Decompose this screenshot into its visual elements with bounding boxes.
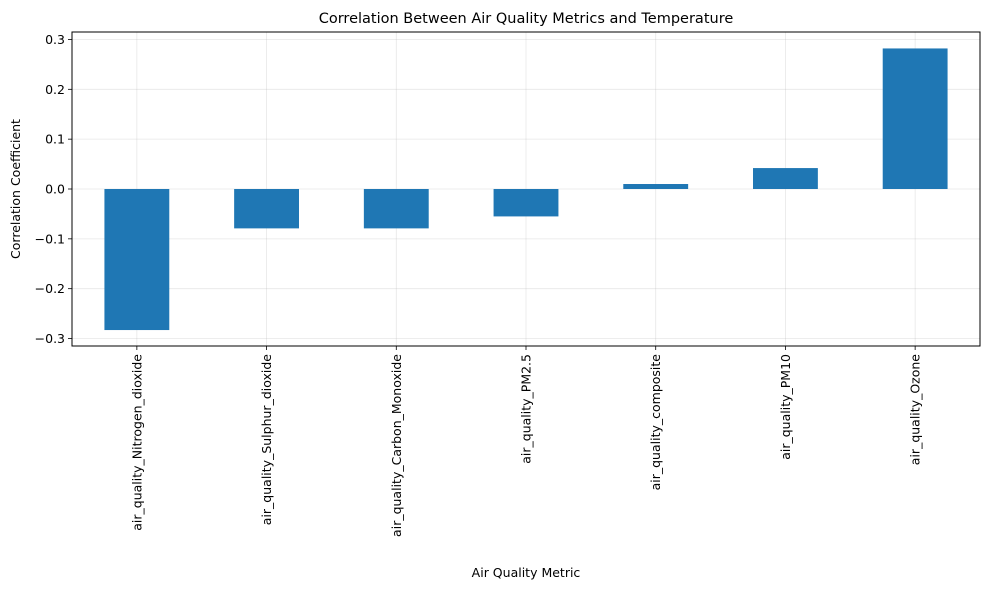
bars <box>104 48 948 331</box>
x-tick-label: air_quality_composite <box>648 354 663 491</box>
y-tick-label: −0.1 <box>35 231 65 246</box>
x-axis-ticks: air_quality_Nitrogen_dioxide air_quality_… <box>129 346 923 537</box>
y-tick-label: 0.2 <box>45 82 65 97</box>
bar <box>882 48 948 190</box>
x-tick-label: air_quality_PM10 <box>778 354 793 460</box>
y-axis-ticks: −0.3 −0.2 −0.1 0.0 0.1 0.2 0.3 <box>35 32 72 346</box>
x-tick-label: air_quality_Nitrogen_dioxide <box>129 354 144 531</box>
bar <box>234 189 299 229</box>
y-tick-label: −0.3 <box>35 331 65 346</box>
x-tick-label: air_quality_PM2.5 <box>519 354 534 464</box>
bar <box>363 189 429 229</box>
x-tick-label: air_quality_Ozone <box>908 354 923 466</box>
x-tick-label: air_quality_Sulphur_dioxide <box>259 354 274 526</box>
y-tick-label: 0.0 <box>45 182 65 197</box>
bar <box>104 189 170 331</box>
x-axis-label: Air Quality Metric <box>472 565 581 580</box>
bar <box>493 189 559 217</box>
y-tick-label: 0.1 <box>45 132 65 147</box>
x-tick-label: air_quality_Carbon_Monoxide <box>389 354 404 537</box>
y-tick-label: 0.3 <box>45 32 65 47</box>
y-tick-label: −0.2 <box>35 281 65 296</box>
bar <box>623 184 689 189</box>
chart-title: Correlation Between Air Quality Metrics … <box>319 11 734 27</box>
y-axis-label: Correlation Coefficient <box>8 119 23 259</box>
bar <box>753 168 818 189</box>
